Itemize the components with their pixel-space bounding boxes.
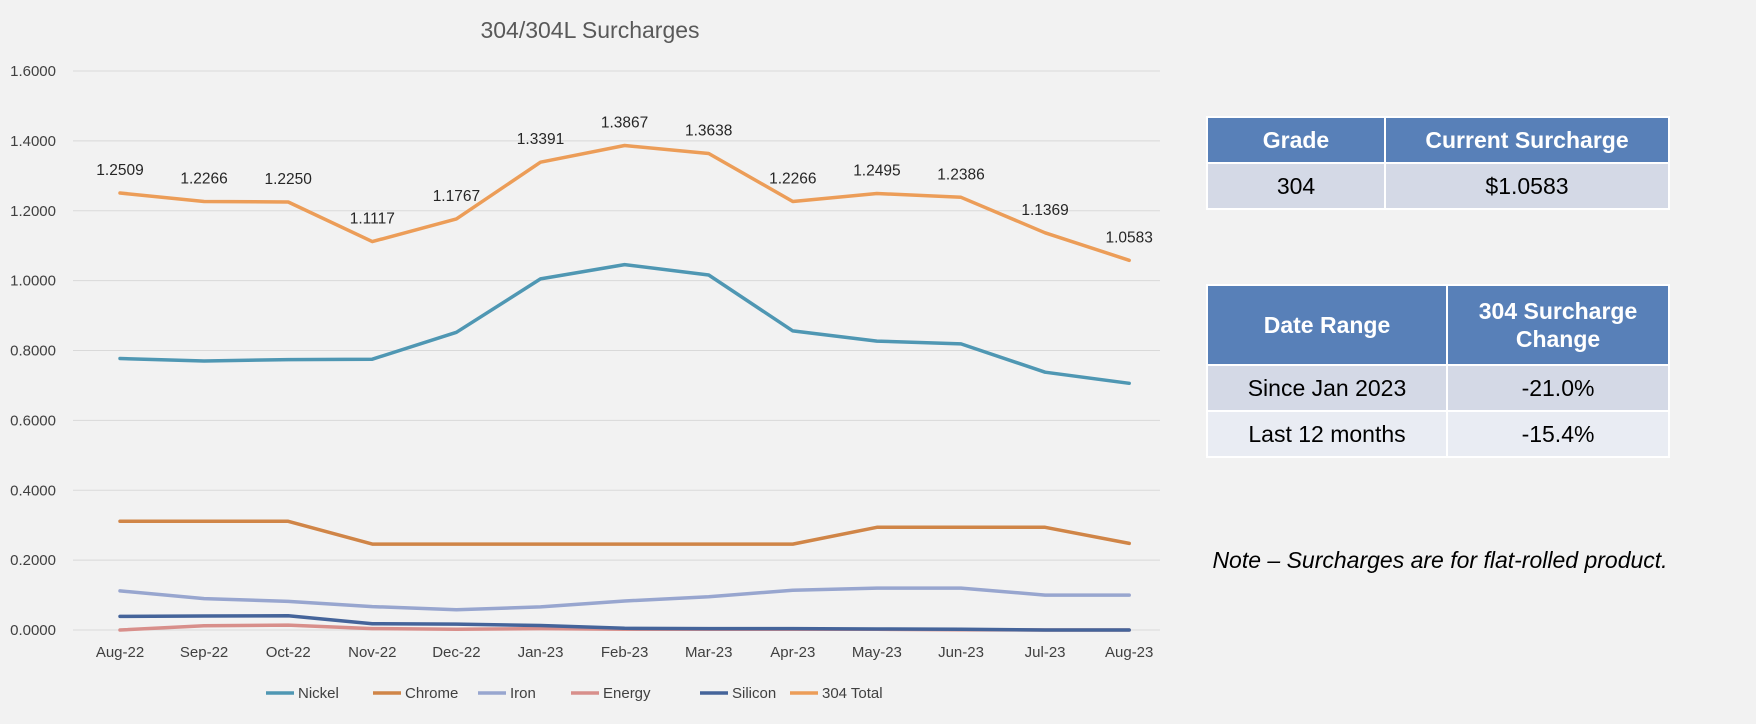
series-lines bbox=[118, 143, 1131, 632]
x-tick-label: Jan-23 bbox=[518, 644, 564, 661]
series-line-nickel bbox=[118, 262, 1131, 386]
y-tick-label: 0.4000 bbox=[10, 482, 56, 499]
x-tick-label: Aug-22 bbox=[96, 644, 144, 661]
current-surcharge-cell: $1.0583 bbox=[1384, 162, 1670, 210]
surcharge-change-cell: -21.0% bbox=[1446, 364, 1670, 412]
data-label: 1.2386 bbox=[937, 166, 984, 183]
legend-label: 304 Total bbox=[822, 685, 883, 702]
chart-title: 304/304L Surcharges bbox=[480, 17, 699, 43]
data-label: 1.2266 bbox=[769, 170, 816, 187]
legend-item: Energy bbox=[571, 685, 651, 702]
data-label: 1.1369 bbox=[1021, 202, 1068, 219]
legend-label: Energy bbox=[603, 685, 651, 702]
x-tick-label: Sep-22 bbox=[180, 644, 228, 661]
data-label: 1.1117 bbox=[350, 211, 395, 228]
current-surcharge-header: Current Surcharge bbox=[1384, 116, 1670, 164]
data-label: 1.2250 bbox=[264, 171, 312, 188]
surcharge-change-header: 304 Surcharge Change bbox=[1446, 284, 1670, 366]
surcharge-change-cell: -15.4% bbox=[1446, 410, 1670, 458]
data-label: 1.3638 bbox=[685, 123, 732, 140]
x-tick-label: Oct-22 bbox=[266, 644, 311, 661]
legend-item: Silicon bbox=[700, 685, 776, 702]
data-label: 1.3867 bbox=[601, 115, 648, 132]
x-tick-label: Nov-22 bbox=[348, 644, 396, 661]
x-tick-label: Jul-23 bbox=[1025, 644, 1066, 661]
grade-header: Grade bbox=[1206, 116, 1386, 164]
x-tick-label: Apr-23 bbox=[770, 644, 815, 661]
legend-label: Iron bbox=[510, 685, 536, 702]
grade-cell: 304 bbox=[1206, 162, 1386, 210]
data-labels: 1.2509 1.2266 1.2250 1.1117 1.1767 1.3391 1.38… bbox=[96, 115, 1153, 247]
surcharge-change-table: Date Range 304 Surcharge Change Since Ja… bbox=[1206, 284, 1670, 458]
legend-label: Silicon bbox=[732, 685, 776, 702]
y-tick-label: 1.0000 bbox=[10, 273, 56, 290]
date-range-header: Date Range bbox=[1206, 284, 1448, 366]
current-surcharge-table: Grade Current Surcharge 304 $1.0583 bbox=[1206, 116, 1670, 210]
data-label: 1.1767 bbox=[433, 188, 480, 205]
legend: Nickel Chrome Iron Energy Silicon 304 Total bbox=[266, 685, 883, 702]
table-row: 304 $1.0583 bbox=[1206, 162, 1670, 210]
y-tick-label: 1.2000 bbox=[10, 203, 56, 220]
y-tick-label: 1.4000 bbox=[10, 133, 56, 150]
legend-item: Chrome bbox=[373, 685, 458, 702]
legend-item: Iron bbox=[478, 685, 536, 702]
table-row: Since Jan 2023 -21.0% bbox=[1206, 364, 1670, 412]
data-label: 1.2266 bbox=[180, 170, 227, 187]
date-range-cell: Last 12 months bbox=[1206, 410, 1448, 458]
legend-label: Nickel bbox=[298, 685, 339, 702]
x-tick-label: Mar-23 bbox=[685, 644, 733, 661]
data-label: 1.2509 bbox=[96, 162, 143, 179]
y-tick-label: 1.6000 bbox=[10, 63, 56, 80]
table-row: Last 12 months -15.4% bbox=[1206, 410, 1670, 458]
data-label: 1.2495 bbox=[853, 162, 900, 179]
gridlines bbox=[73, 70, 1160, 631]
y-tick-label: 0.0000 bbox=[10, 622, 56, 639]
data-label: 1.0583 bbox=[1105, 229, 1152, 246]
x-tick-label: Feb-23 bbox=[601, 644, 649, 661]
surcharge-line-chart: 304/304L Surcharges 0.00000.20000.40000.… bbox=[10, 17, 1160, 702]
x-tick-label: Aug-23 bbox=[1105, 644, 1153, 661]
series-line-304-total bbox=[118, 143, 1131, 263]
x-tick-label: Jun-23 bbox=[938, 644, 984, 661]
x-axis-ticks: Aug-22 Sep-22 Oct-22 Nov-22 Dec-22 Jan-23 Feb-… bbox=[96, 644, 1154, 661]
legend-item: 304 Total bbox=[790, 685, 883, 702]
x-tick-label: May-23 bbox=[852, 644, 902, 661]
y-tick-label: 0.6000 bbox=[10, 412, 56, 429]
legend-item: Nickel bbox=[266, 685, 339, 702]
data-label: 1.3391 bbox=[517, 131, 564, 148]
x-tick-label: Dec-22 bbox=[432, 644, 480, 661]
y-tick-label: 0.2000 bbox=[10, 552, 56, 569]
series-line-chrome bbox=[118, 519, 1131, 546]
note-text: Note – Surcharges are for flat-rolled pr… bbox=[1212, 547, 1668, 573]
y-tick-label: 0.8000 bbox=[10, 343, 56, 360]
series-line-silicon bbox=[118, 613, 1131, 632]
y-axis-ticks: 0.0000 0.2000 0.4000 0.6000 0.8000 1.0000 1.20… bbox=[10, 63, 56, 639]
legend-label: Chrome bbox=[405, 685, 458, 702]
series-line-iron bbox=[118, 586, 1131, 612]
date-range-cell: Since Jan 2023 bbox=[1206, 364, 1448, 412]
